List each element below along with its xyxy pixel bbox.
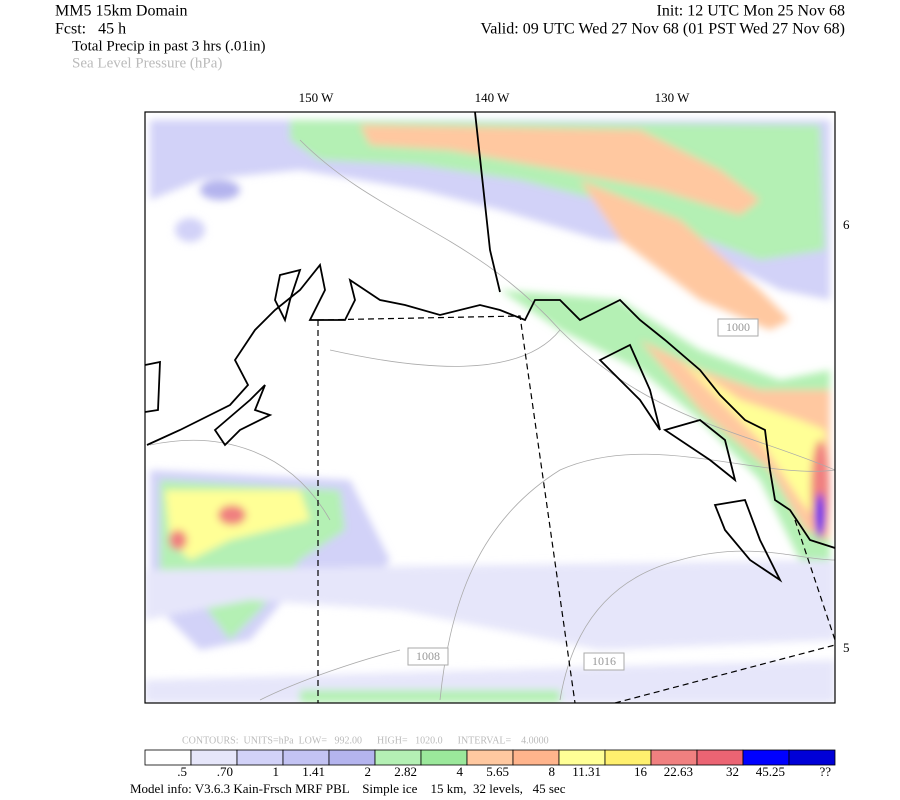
colorbar-label: 2 — [365, 764, 372, 779]
contour-label-box — [583, 652, 625, 671]
colorbar-swatch — [328, 749, 376, 766]
colorbar-swatch — [650, 749, 698, 766]
colorbar-swatch — [466, 749, 514, 766]
colorbar-label: 1.41 — [302, 764, 325, 779]
forecast-hour: Fcst: 45 h — [55, 21, 126, 38]
contour-label: 1016 — [592, 654, 616, 668]
contour-label-box — [717, 318, 759, 337]
colorbar-swatch — [788, 749, 836, 766]
colorbar-label: .5 — [177, 764, 187, 779]
colorbar-swatch — [696, 749, 744, 766]
colorbar-swatch — [420, 749, 468, 766]
colorbar-label: 8 — [549, 764, 556, 779]
colorbar-label: .70 — [217, 764, 233, 779]
latitude-label: 6 — [843, 217, 850, 232]
colorbar-swatch — [282, 749, 330, 766]
colorbar-label: ?? — [819, 764, 831, 779]
colorbar-label: 22.63 — [664, 764, 693, 779]
colorbar-label: 1 — [273, 764, 280, 779]
field-precip: Total Precip in past 3 hrs (.01in) — [72, 38, 266, 54]
contour-label-box — [407, 647, 449, 666]
colorbar-swatch — [512, 749, 560, 766]
contour-label: 1000 — [726, 320, 750, 334]
colorbar-swatch — [604, 749, 652, 766]
colorbar-swatch — [144, 749, 192, 766]
map-frame — [144, 111, 836, 704]
colorbar-label: 2.82 — [394, 764, 417, 779]
colorbar-swatch — [374, 749, 422, 766]
colorbar-swatch — [558, 749, 606, 766]
longitude-label: 130 W — [655, 90, 691, 105]
contour-label: 1008 — [416, 649, 440, 663]
colorbar-label: 45.25 — [756, 764, 785, 779]
colorbar-swatch — [190, 749, 238, 766]
contour-info: CONTOURS: UNITS=hPa LOW= 992.00 HIGH= 10… — [182, 735, 549, 746]
longitude-label: 140 W — [475, 90, 511, 105]
latitude-label: 5 — [843, 640, 850, 655]
colorbar-swatch — [236, 749, 284, 766]
field-slp: Sea Level Pressure (hPa) — [72, 55, 222, 71]
map-area — [145, 112, 835, 703]
domain-title: MM5 15km Domain — [55, 3, 187, 20]
init-time: Init: 12 UTC Mon 25 Nov 68 — [657, 3, 845, 20]
colorbar: .5 .70 1 1.41 2 2.82 4 5.65 8 11.31 16 22.63 32 45.25… — [144, 749, 836, 779]
colorbar-label: 32 — [726, 764, 739, 779]
colorbar-label: 11.31 — [572, 764, 601, 779]
longitude-label: 150 W — [299, 90, 335, 105]
colorbar-label: 16 — [634, 764, 648, 779]
valid-time: Valid: 09 UTC Wed 27 Nov 68 (01 PST Wed … — [480, 21, 845, 38]
colorbar-label: 4 — [457, 764, 464, 779]
colorbar-swatch — [742, 749, 790, 766]
model-info: Model info: V3.6.3 Kain-Frsch MRF PBL Si… — [130, 781, 566, 796]
colorbar-label: 5.65 — [486, 764, 509, 779]
